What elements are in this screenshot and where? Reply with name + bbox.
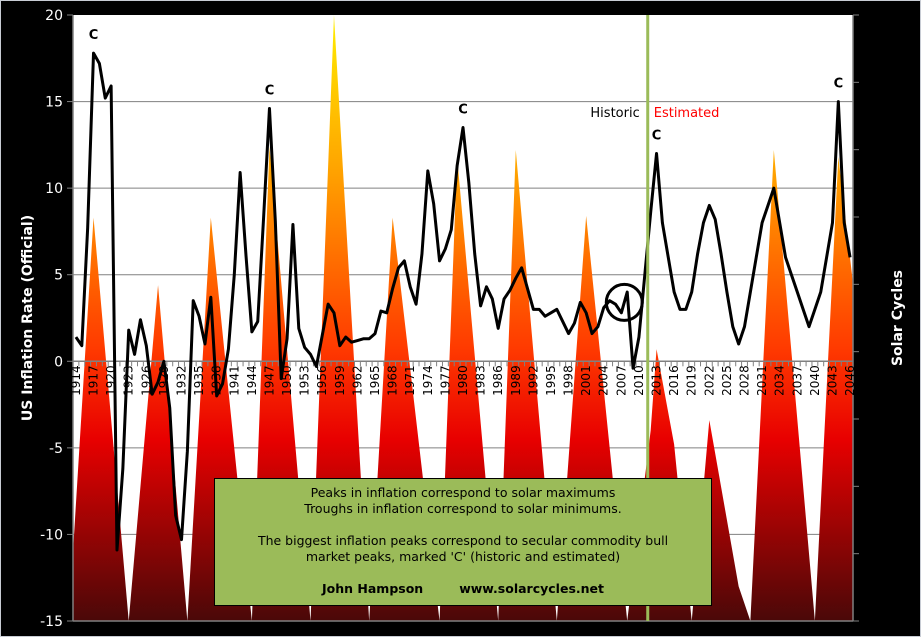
x-tick-label: 1995 xyxy=(544,365,558,396)
commodity-peak-marker: C xyxy=(458,103,468,118)
x-tick-label: 1956 xyxy=(315,365,329,396)
annotation-note-box: Peaks in inflation correspond to solar m… xyxy=(214,478,712,606)
x-tick-label: 2019 xyxy=(685,365,699,396)
x-tick-label: 1980 xyxy=(456,365,470,396)
y-tick-label: 10 xyxy=(45,181,63,197)
x-tick-label: 2034 xyxy=(773,365,787,396)
y-tick-label: 20 xyxy=(45,8,63,24)
x-tick-label: 1977 xyxy=(438,365,452,396)
x-tick-label: 2025 xyxy=(720,365,734,396)
y-tick-label: -10 xyxy=(40,527,63,543)
commodity-peak-marker: C xyxy=(265,83,275,98)
x-tick-label: 2037 xyxy=(790,365,804,396)
x-tick-label: 1989 xyxy=(509,365,523,396)
estimated-label: Estimated xyxy=(654,106,720,121)
x-tick-label: 1983 xyxy=(474,365,488,396)
x-tick-label: 1917 xyxy=(87,365,101,396)
note-website[interactable]: www.solarcycles.net xyxy=(459,581,604,596)
x-tick-label: 1932 xyxy=(174,365,188,396)
y-tick-label: 0 xyxy=(54,354,63,370)
note-line-1: Peaks in inflation correspond to solar m… xyxy=(310,485,616,500)
x-tick-label: 2010 xyxy=(632,365,646,396)
y-axis-title: US Inflation Rate (Official) xyxy=(20,214,36,422)
x-tick-label: 1962 xyxy=(350,365,364,396)
x-tick-label: 1974 xyxy=(421,365,435,396)
x-tick-label: 1971 xyxy=(403,365,417,396)
x-tick-label: 2004 xyxy=(597,365,611,396)
x-tick-label: 1944 xyxy=(245,365,259,396)
x-tick-label: 2016 xyxy=(667,365,681,396)
x-tick-label: 2040 xyxy=(808,365,822,396)
y-tick-label: -5 xyxy=(49,441,63,457)
x-tick-label: 1941 xyxy=(227,365,241,396)
note-line-3: The biggest inflation peaks correspond t… xyxy=(257,533,669,548)
x-tick-label: 2046 xyxy=(843,365,857,396)
y-tick-label: 5 xyxy=(54,268,63,284)
y2-axis-title: Solar Cycles xyxy=(890,269,906,367)
note-line-2: Troughs in inflation correspond to solar… xyxy=(304,501,622,516)
solar-cycles-area xyxy=(73,15,853,621)
note-line-4: market peaks, marked 'C' (historic and e… xyxy=(305,549,621,564)
x-tick-label: 2028 xyxy=(738,365,752,396)
x-tick-label: 1935 xyxy=(192,365,206,396)
x-tick-label: 1923 xyxy=(122,365,136,396)
x-tick-label: 1992 xyxy=(526,365,540,396)
x-tick-label: 2043 xyxy=(825,365,839,396)
x-tick-label: 1968 xyxy=(386,365,400,396)
x-tick-label: 2031 xyxy=(755,365,769,396)
commodity-peak-marker: C xyxy=(652,129,662,144)
x-tick-label: 2001 xyxy=(579,365,593,396)
x-tick-label: 1914 xyxy=(69,365,83,396)
x-tick-label: 1947 xyxy=(262,365,276,396)
inflation-line xyxy=(74,51,852,552)
commodity-peak-marker: C xyxy=(89,28,99,43)
highlight-circle xyxy=(604,282,644,322)
x-tick-label: 1986 xyxy=(491,365,505,396)
y-tick-label: -15 xyxy=(40,614,63,630)
y-tick-label: 15 xyxy=(45,95,63,111)
x-tick-label: 1965 xyxy=(368,365,382,396)
x-tick-label: 1998 xyxy=(562,365,576,396)
note-author: John Hampson xyxy=(322,581,424,596)
historic-label: Historic xyxy=(590,106,639,121)
x-tick-label: 2022 xyxy=(702,365,716,396)
x-tick-label: 2013 xyxy=(650,365,664,396)
x-tick-label: 1950 xyxy=(280,365,294,396)
x-tick-label: 2007 xyxy=(614,365,628,396)
x-tick-label: 1959 xyxy=(333,365,347,396)
commodity-peak-marker: C xyxy=(834,77,844,92)
x-tick-label: 1953 xyxy=(298,365,312,396)
